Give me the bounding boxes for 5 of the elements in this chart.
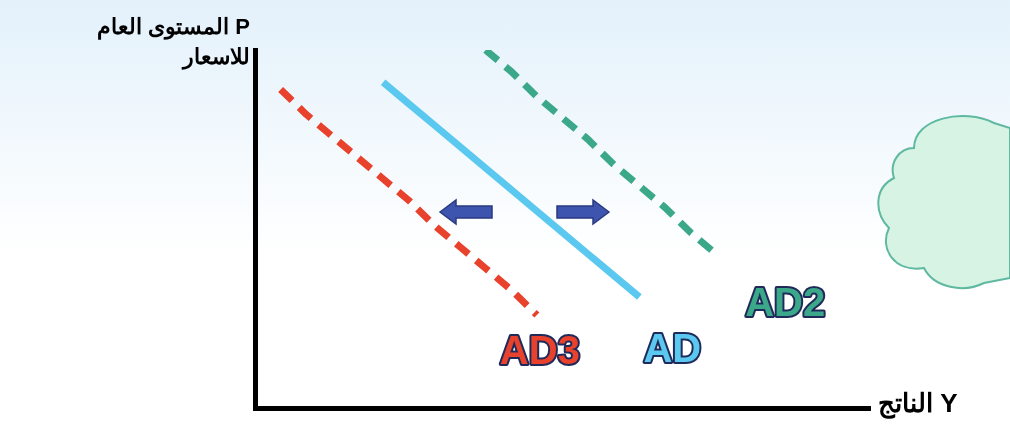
series-label: AD [643, 326, 702, 371]
series-label: AD2 [745, 280, 826, 325]
y-axis-title: P المستوى العام للاسعار [96, 13, 250, 72]
x-axis-title: الناتج Y [878, 388, 958, 419]
series-label: AD3 [499, 327, 580, 372]
